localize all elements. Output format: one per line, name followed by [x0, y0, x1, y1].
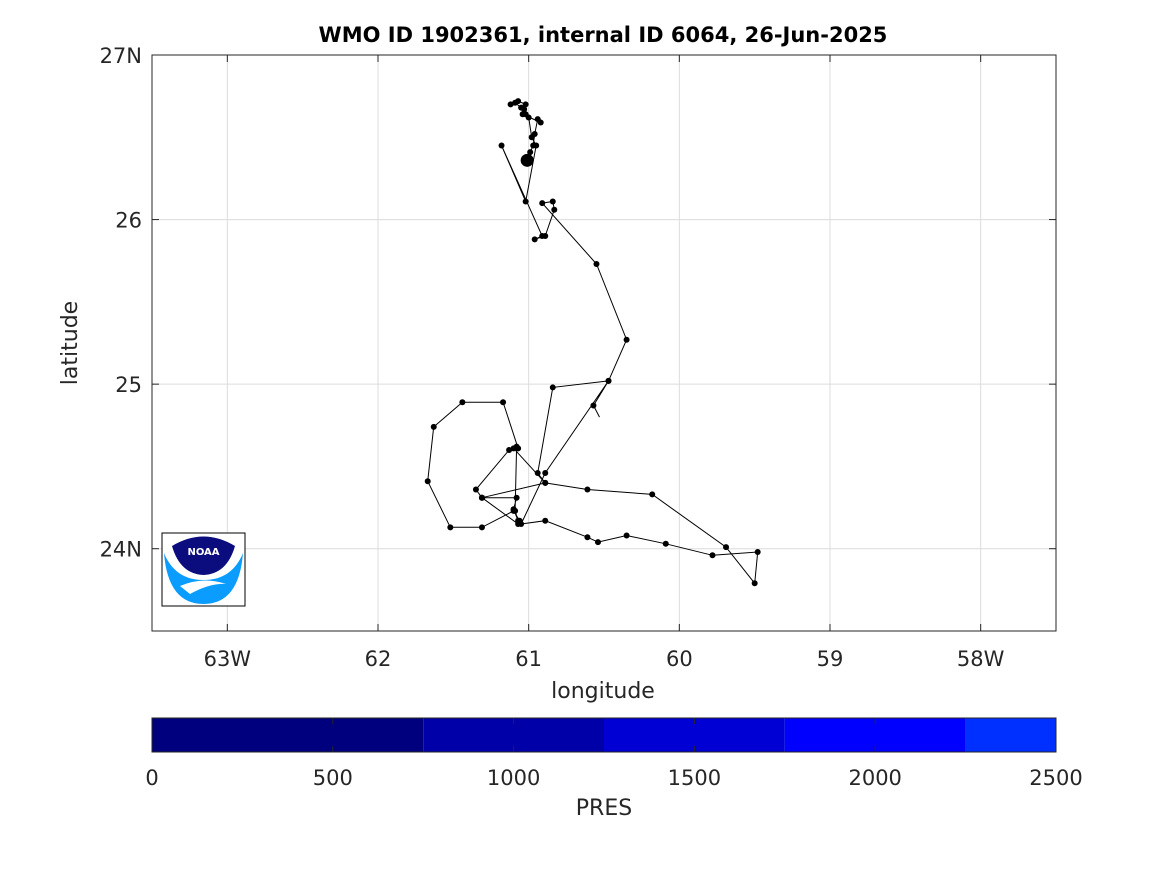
- plot-frame: [151, 54, 1057, 632]
- profile-point: [521, 106, 528, 113]
- profile-point: [623, 532, 630, 539]
- profile-point: [498, 142, 505, 149]
- profile-point: [534, 116, 541, 123]
- noaa-logo-light-arc: [164, 553, 243, 604]
- profile-point: [605, 377, 612, 384]
- profile-point: [522, 198, 529, 205]
- profile-point: [510, 507, 517, 514]
- profile-point: [478, 524, 485, 531]
- track-line: [427, 100, 759, 585]
- profile-point: [539, 233, 546, 240]
- profile-point: [515, 98, 522, 105]
- colorbar-frame: [151, 717, 1057, 753]
- profile-points: [424, 98, 761, 587]
- x-tick-label: 59: [817, 647, 844, 671]
- axis-ticks: 63W 62 61 60 59 58W 24N 25 26 27N: [100, 44, 1056, 671]
- profile-point: [507, 101, 514, 108]
- profile-point: [447, 524, 454, 531]
- profile-point: [506, 446, 513, 453]
- y-tick-label: 25: [115, 373, 142, 397]
- profile-point: [754, 549, 761, 556]
- x-tick-label: 63W: [204, 647, 252, 671]
- x-axis-label: longitude: [551, 679, 655, 704]
- profile-point: [527, 149, 534, 156]
- profile-point: [459, 399, 466, 406]
- profile-point: [539, 200, 546, 207]
- profile-point: [584, 486, 591, 493]
- profile-point: [709, 552, 716, 559]
- last-profile-point: [520, 153, 534, 167]
- x-tick-label: 62: [365, 647, 392, 671]
- float-track: [427, 100, 759, 585]
- colorbar-tick-label: 500: [313, 766, 353, 790]
- x-tick-label: 58W: [957, 647, 1005, 671]
- profile-point: [515, 445, 522, 452]
- profile-point: [472, 486, 479, 493]
- profile-point: [623, 336, 630, 343]
- profile-point: [594, 539, 601, 546]
- colorbar-tick-label: 1500: [668, 766, 721, 790]
- profile-point: [424, 478, 431, 485]
- profile-point: [530, 142, 537, 149]
- profile-point: [649, 491, 656, 498]
- profile-point: [531, 130, 538, 137]
- profile-point: [593, 261, 600, 268]
- profile-point: [662, 540, 669, 547]
- colorbar-tick-label: 2500: [1029, 766, 1082, 790]
- profile-point: [551, 206, 558, 213]
- noaa-logo-text: NOAA: [187, 547, 219, 558]
- noaa-logo: NOAA: [161, 532, 246, 607]
- profile-point: [751, 580, 758, 587]
- colorbar-band: [152, 718, 424, 752]
- grid-lines: [152, 54, 1056, 631]
- y-axis-label: latitude: [58, 301, 83, 385]
- profile-point: [723, 544, 730, 551]
- y-tick-label: 26: [115, 209, 142, 233]
- profile-point: [522, 101, 529, 108]
- chart-title: WMO ID 1902361, internal ID 6064, 26-Jun…: [319, 23, 888, 47]
- profile-point: [518, 521, 525, 528]
- profile-point: [549, 198, 556, 205]
- colorbar-band: [965, 718, 1056, 752]
- profile-point: [513, 494, 520, 501]
- colorbar-tick-label: 2000: [848, 766, 901, 790]
- profile-point: [542, 479, 549, 486]
- profile-point: [500, 399, 507, 406]
- x-tick-label: 61: [515, 647, 542, 671]
- profile-point: [531, 236, 538, 243]
- colorbar-tick-label: 0: [145, 766, 158, 790]
- profile-point: [478, 494, 485, 501]
- noaa-logo-gull: [180, 580, 226, 594]
- colorbar-label: PRES: [576, 796, 632, 821]
- profile-point: [542, 470, 549, 477]
- y-tick-label: 24N: [100, 538, 142, 562]
- profile-point: [549, 384, 556, 391]
- noaa-logo-dark-cap: [172, 536, 235, 575]
- x-tick-label: 60: [666, 647, 693, 671]
- profile-point: [542, 517, 549, 524]
- colorbar: 0 500 1000 1500 2000 2500: [145, 717, 1083, 790]
- y-tick-label: 27N: [100, 44, 142, 68]
- profile-point: [519, 111, 526, 118]
- colorbar-tick-label: 1000: [487, 766, 540, 790]
- profile-point: [590, 402, 597, 409]
- profile-point: [534, 470, 541, 477]
- profile-point: [430, 423, 437, 430]
- profile-point: [584, 534, 591, 541]
